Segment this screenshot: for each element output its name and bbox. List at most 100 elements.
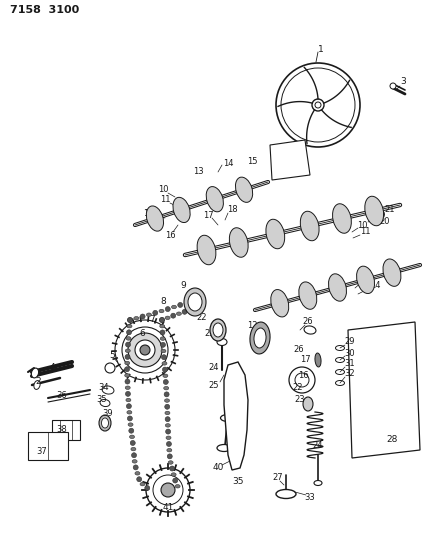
Polygon shape: [224, 362, 248, 470]
Text: 24: 24: [209, 362, 219, 372]
Circle shape: [193, 305, 199, 310]
Circle shape: [127, 330, 131, 335]
Ellipse shape: [100, 399, 110, 407]
Text: 16: 16: [298, 370, 308, 379]
Ellipse shape: [165, 411, 170, 415]
Circle shape: [125, 354, 130, 359]
Ellipse shape: [383, 259, 401, 286]
Circle shape: [128, 416, 132, 421]
Text: 12: 12: [143, 208, 153, 217]
Circle shape: [163, 379, 168, 384]
Ellipse shape: [140, 482, 145, 486]
Ellipse shape: [210, 319, 226, 341]
Ellipse shape: [229, 228, 248, 257]
Circle shape: [165, 306, 170, 312]
Circle shape: [160, 342, 166, 348]
Text: 34: 34: [99, 383, 109, 392]
Text: 36: 36: [56, 391, 67, 400]
Ellipse shape: [165, 424, 170, 427]
Text: 39: 39: [103, 408, 113, 417]
Text: 14: 14: [370, 280, 380, 289]
Text: 6: 6: [139, 328, 145, 337]
Text: 40: 40: [212, 464, 224, 472]
Ellipse shape: [171, 473, 176, 477]
Circle shape: [126, 403, 131, 409]
Text: 26: 26: [303, 318, 313, 327]
Circle shape: [135, 340, 155, 360]
Ellipse shape: [164, 399, 169, 402]
Ellipse shape: [164, 386, 169, 390]
Ellipse shape: [162, 361, 167, 365]
Text: 7158  3100: 7158 3100: [10, 5, 79, 15]
Text: 29: 29: [345, 337, 355, 346]
Circle shape: [125, 367, 130, 372]
Circle shape: [171, 313, 176, 318]
Circle shape: [105, 363, 115, 373]
Polygon shape: [52, 420, 80, 440]
Circle shape: [173, 478, 178, 483]
Ellipse shape: [175, 484, 180, 488]
Text: 11: 11: [360, 228, 370, 237]
Circle shape: [289, 367, 315, 393]
Circle shape: [166, 441, 172, 447]
Ellipse shape: [197, 235, 216, 265]
Circle shape: [125, 379, 130, 384]
Ellipse shape: [125, 361, 130, 365]
Circle shape: [130, 440, 135, 446]
Text: 3: 3: [400, 77, 406, 86]
Text: 17: 17: [300, 356, 310, 365]
Ellipse shape: [127, 325, 132, 328]
Ellipse shape: [217, 445, 231, 451]
Text: 11: 11: [160, 196, 170, 205]
Text: 41: 41: [162, 503, 174, 512]
Text: 15: 15: [247, 157, 257, 166]
Ellipse shape: [333, 204, 351, 233]
Polygon shape: [270, 140, 310, 180]
Ellipse shape: [172, 305, 176, 309]
Ellipse shape: [132, 459, 137, 463]
Circle shape: [145, 486, 150, 490]
Ellipse shape: [135, 472, 140, 475]
Ellipse shape: [134, 317, 139, 320]
Ellipse shape: [125, 374, 130, 377]
Text: 32: 32: [345, 369, 355, 378]
Circle shape: [153, 475, 183, 505]
Ellipse shape: [146, 206, 163, 231]
Text: 31: 31: [345, 359, 355, 368]
Circle shape: [167, 454, 172, 459]
Polygon shape: [348, 322, 420, 458]
Text: 30: 30: [345, 349, 355, 358]
Text: 24: 24: [313, 440, 323, 449]
Text: 25: 25: [209, 381, 219, 390]
Ellipse shape: [235, 177, 253, 203]
Circle shape: [115, 320, 175, 380]
Circle shape: [165, 417, 170, 422]
Text: 8: 8: [160, 297, 166, 306]
Ellipse shape: [160, 337, 165, 341]
Circle shape: [140, 345, 150, 355]
Ellipse shape: [220, 415, 235, 422]
Circle shape: [125, 342, 131, 347]
Ellipse shape: [217, 338, 227, 345]
Circle shape: [140, 314, 145, 319]
Ellipse shape: [166, 436, 171, 440]
Text: 7: 7: [149, 316, 155, 325]
Text: 12: 12: [247, 320, 257, 329]
Ellipse shape: [125, 349, 130, 352]
Ellipse shape: [206, 187, 223, 212]
Circle shape: [153, 310, 158, 316]
Text: 13: 13: [193, 167, 203, 176]
Ellipse shape: [163, 374, 168, 377]
Ellipse shape: [31, 368, 39, 378]
Ellipse shape: [130, 435, 134, 439]
Circle shape: [161, 483, 175, 497]
Ellipse shape: [336, 381, 345, 385]
Text: 17: 17: [203, 211, 213, 220]
Ellipse shape: [199, 304, 204, 307]
Text: 18: 18: [227, 206, 237, 214]
Circle shape: [164, 392, 169, 397]
Ellipse shape: [303, 397, 313, 411]
Ellipse shape: [315, 353, 321, 367]
Ellipse shape: [276, 489, 296, 498]
Text: 38: 38: [56, 425, 67, 434]
